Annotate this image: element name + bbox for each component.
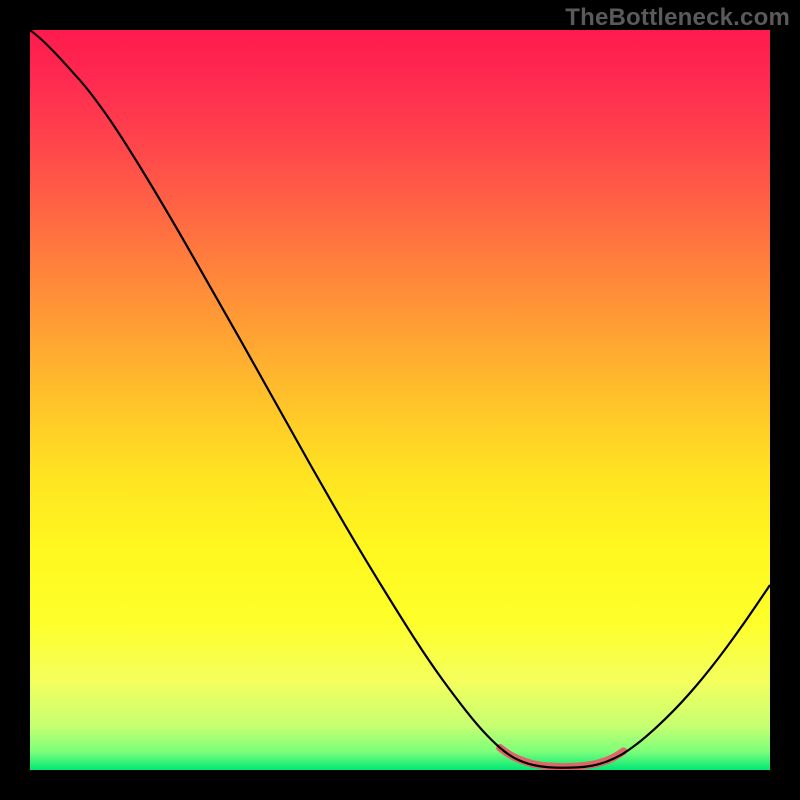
bottleneck-highlight bbox=[500, 748, 624, 767]
watermark-text: TheBottleneck.com bbox=[565, 4, 790, 32]
chart-frame: TheBottleneck.com bbox=[0, 0, 800, 800]
bottleneck-curve bbox=[30, 30, 770, 768]
plot-area bbox=[30, 30, 770, 770]
curve-layer bbox=[30, 30, 770, 770]
